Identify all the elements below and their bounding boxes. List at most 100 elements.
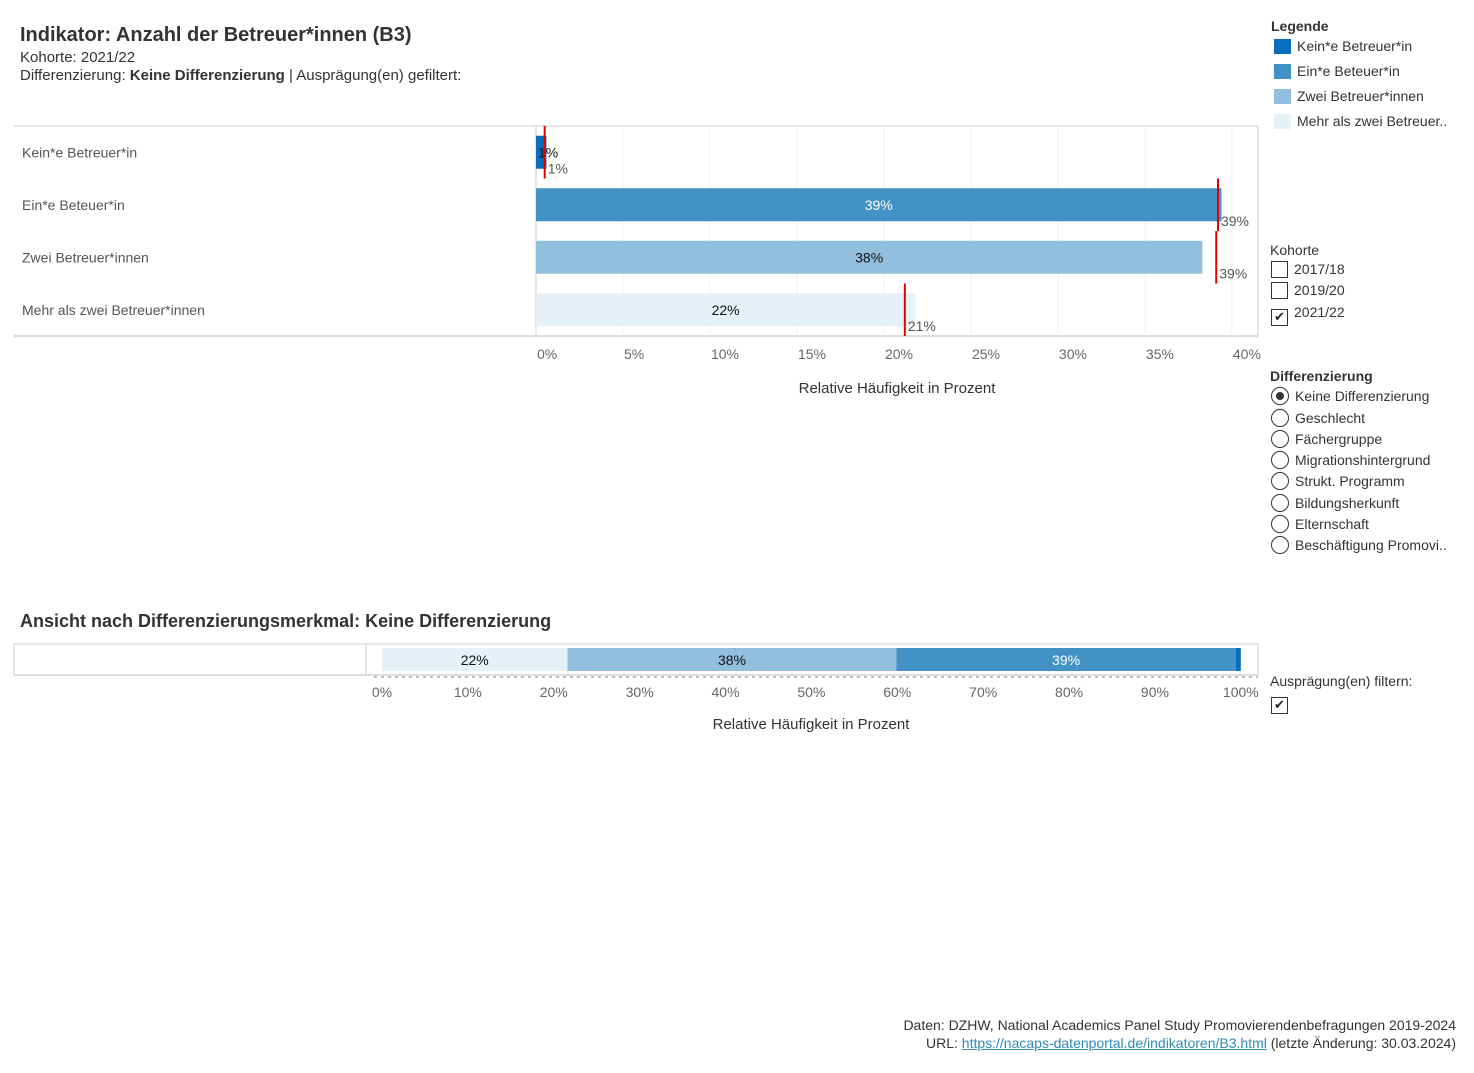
stacked-segment bbox=[567, 648, 897, 671]
x-tick-label: 90% bbox=[1141, 684, 1169, 700]
radio-button[interactable] bbox=[1271, 451, 1289, 469]
section2-title: Ansicht nach Differenzierungsmerkmal: Ke… bbox=[20, 611, 552, 631]
diff-value: Keine Differenzierung bbox=[129, 67, 285, 84]
bar-value-label: 22% bbox=[712, 302, 740, 318]
legend-swatch bbox=[1274, 39, 1291, 54]
radio-label: Strukt. Programm bbox=[1295, 473, 1405, 489]
category-label: Zwei Betreuer*innen bbox=[22, 249, 149, 265]
legend-label: Ein*e Beteuer*in bbox=[1297, 63, 1400, 79]
x-tick-label: 30% bbox=[1059, 346, 1087, 362]
kohorte-label: Kohorte: bbox=[20, 49, 81, 66]
category-label: Kein*e Betreuer*in bbox=[22, 144, 137, 160]
legend-item[interactable]: Mehr als zwei Betreuer.. bbox=[1274, 113, 1447, 131]
kohorte-value: 2021/22 bbox=[80, 49, 136, 66]
x-tick-label: 70% bbox=[969, 684, 997, 700]
legend-title: Legende bbox=[1271, 18, 1329, 34]
checkbox-label: 2017/18 bbox=[1294, 261, 1345, 277]
diff-option-faechergruppe[interactable]: Fächergruppe bbox=[1271, 430, 1382, 450]
x-tick-label: 20% bbox=[885, 346, 913, 362]
x-axis-title: Relative Häufigkeit in Prozent bbox=[713, 716, 911, 733]
checkbox-label: 2019/20 bbox=[1294, 282, 1345, 298]
diff-option-strukt-programm[interactable]: Strukt. Programm bbox=[1271, 472, 1405, 492]
bar bbox=[536, 135, 547, 169]
stacked-segment bbox=[382, 648, 568, 671]
footer: Daten: DZHW, National Academics Panel St… bbox=[903, 1016, 1456, 1052]
radio-label: Beschäftigung Promovi.. bbox=[1295, 537, 1447, 553]
checkbox[interactable] bbox=[1271, 261, 1288, 278]
reference-value-label: 1% bbox=[548, 161, 568, 177]
differenzierung-line: Differenzierung: Keine Differenzierung |… bbox=[20, 67, 461, 84]
radio-label: Migrationshintergrund bbox=[1295, 452, 1431, 468]
diff-option-keine[interactable]: Keine Differenzierung bbox=[1271, 387, 1429, 407]
x-tick-label: 100% bbox=[1223, 684, 1259, 700]
checkbox[interactable]: ✔ bbox=[1271, 309, 1288, 326]
x-tick-label: 25% bbox=[972, 346, 1000, 362]
diff-option-elternschaft[interactable]: Elternschaft bbox=[1271, 515, 1369, 535]
legend-label: Zwei Betreuer*innen bbox=[1297, 88, 1424, 104]
legend-label: Kein*e Betreuer*in bbox=[1297, 38, 1413, 54]
x-tick-label: 5% bbox=[624, 346, 644, 362]
diff-option-bildungsherkunft[interactable]: Bildungsherkunft bbox=[1271, 494, 1399, 514]
kohorte-filter-title: Kohorte bbox=[1270, 242, 1320, 258]
kohorte-option-2021-22[interactable]: ✔ 2021/22 bbox=[1271, 304, 1345, 326]
bar-value-label: 1% bbox=[538, 144, 558, 160]
segment-value-label: 39% bbox=[1052, 652, 1080, 668]
radio-button[interactable] bbox=[1271, 472, 1289, 490]
segment-value-label: 38% bbox=[718, 652, 746, 668]
x-tick-label: 60% bbox=[883, 684, 911, 700]
category-label: Ein*e Beteuer*in bbox=[22, 197, 125, 213]
legend-item[interactable]: Zwei Betreuer*innen bbox=[1274, 88, 1424, 106]
bar bbox=[536, 188, 1222, 222]
x-tick-label: 30% bbox=[626, 684, 654, 700]
radio-label: Elternschaft bbox=[1295, 516, 1369, 532]
reference-value-label: 39% bbox=[1219, 266, 1247, 282]
kohorte-line: Kohorte: 2021/22 bbox=[20, 49, 135, 66]
legend-item[interactable]: Kein*e Betreuer*in bbox=[1274, 38, 1412, 56]
diff-option-geschlecht[interactable]: Geschlecht bbox=[1271, 409, 1365, 429]
category-label: Mehr als zwei Betreuer*innen bbox=[22, 302, 205, 318]
x-axis-title: Relative Häufigkeit in Prozent bbox=[799, 380, 997, 397]
x-tick-label: 20% bbox=[540, 684, 568, 700]
differenzierung-filter-title: Differenzierung bbox=[1270, 368, 1373, 384]
legend-swatch bbox=[1274, 89, 1291, 104]
bar-value-label: 38% bbox=[855, 249, 883, 265]
radio-button[interactable] bbox=[1271, 430, 1289, 448]
auspraegung-filter-checkbox-row[interactable]: ✔ bbox=[1271, 692, 1294, 714]
x-tick-label: 40% bbox=[712, 684, 740, 700]
x-tick-label: 10% bbox=[711, 346, 739, 362]
x-tick-label: 10% bbox=[454, 684, 482, 700]
bar bbox=[536, 293, 916, 327]
x-tick-label: 50% bbox=[797, 684, 825, 700]
stacked-segment bbox=[896, 648, 1236, 671]
radio-label: Geschlecht bbox=[1295, 410, 1366, 426]
kohorte-option-2019-20[interactable]: 2019/20 bbox=[1271, 282, 1345, 302]
segment-value-label: 22% bbox=[461, 652, 489, 668]
diff-option-beschaeftigung[interactable]: Beschäftigung Promovi.. bbox=[1271, 536, 1447, 556]
footer-source: Daten: DZHW, National Academics Panel St… bbox=[903, 1017, 1456, 1033]
stacked-segment bbox=[1235, 648, 1241, 671]
legend-label: Mehr als zwei Betreuer.. bbox=[1297, 113, 1448, 129]
checkbox[interactable]: ✔ bbox=[1271, 697, 1288, 714]
radio-label: Bildungsherkunft bbox=[1295, 495, 1400, 511]
bar-chart-by-category: 0% 5% 10% 15% 20% 25% 30% 35% 40% Relative Häufig… bbox=[14, 125, 1261, 397]
radio-button[interactable] bbox=[1271, 409, 1289, 427]
radio-button[interactable] bbox=[1271, 387, 1289, 405]
diff-option-migrationshintergrund[interactable]: Migrationshintergrund bbox=[1271, 451, 1430, 471]
radio-label: Fächergruppe bbox=[1295, 431, 1383, 447]
x-tick-label: 40% bbox=[1233, 346, 1261, 362]
radio-button[interactable] bbox=[1271, 515, 1289, 533]
radio-button[interactable] bbox=[1271, 536, 1289, 554]
radio-button[interactable] bbox=[1271, 494, 1289, 512]
auspraegung-filter-title: Ausprägung(en) filtern: bbox=[1270, 673, 1413, 689]
checkbox-label: 2021/22 bbox=[1294, 304, 1345, 320]
checkbox[interactable] bbox=[1271, 282, 1288, 299]
reference-value-label: 21% bbox=[908, 318, 936, 334]
legend-item[interactable]: Ein*e Beteuer*in bbox=[1274, 63, 1400, 81]
bar bbox=[536, 240, 1203, 274]
diff-suffix: | Ausprägung(en) gefiltert: bbox=[284, 67, 462, 84]
page-title: Indikator: Anzahl der Betreuer*innen (B3… bbox=[20, 24, 412, 46]
kohorte-option-2017-18[interactable]: 2017/18 bbox=[1271, 261, 1345, 281]
radio-label: Keine Differenzierung bbox=[1295, 388, 1430, 404]
footer-url-link[interactable]: https://nacaps-datenportal.de/indikatore… bbox=[961, 1035, 1267, 1051]
reference-value-label: 39% bbox=[1221, 213, 1249, 229]
